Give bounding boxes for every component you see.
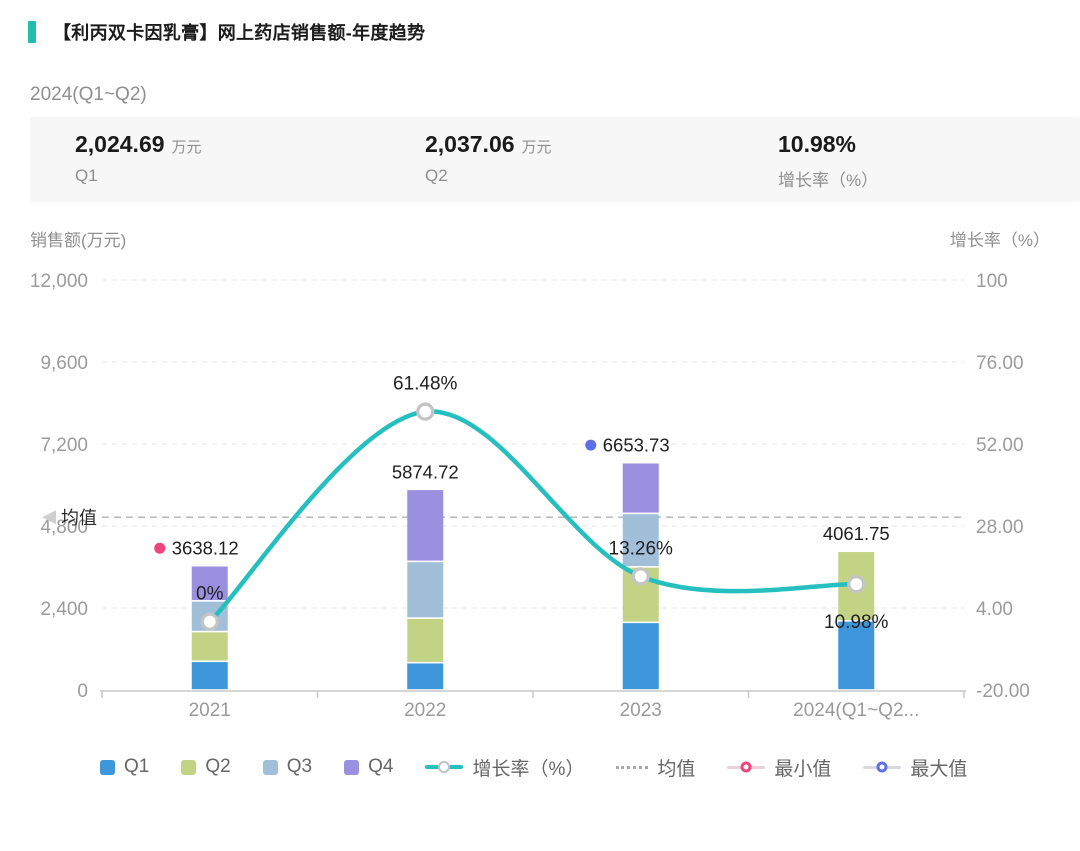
stat-growth-label: 增长率（%） xyxy=(778,171,879,190)
legend-icon-mean xyxy=(616,765,649,769)
category-label-2023: 2023 xyxy=(620,700,662,721)
growth-line[interactable] xyxy=(207,409,859,624)
left-axis-tick: 0 xyxy=(77,681,88,702)
growth-marker-2022[interactable] xyxy=(416,402,435,421)
summary-stat-q2: 2,037.06 万元 Q2 xyxy=(425,131,552,186)
left-axis-tick: 9,600 xyxy=(40,353,88,374)
legend-item-min-value[interactable]: 最小值 xyxy=(727,754,831,781)
growth-label-2023: 13.26% xyxy=(609,538,674,559)
total-label-2021: 3638.12 xyxy=(172,538,239,559)
legend-item-mean[interactable]: 均值 xyxy=(616,754,695,781)
legend-label-max-value: 最大值 xyxy=(910,758,968,780)
growth-marker-2024[interactable] xyxy=(847,575,866,594)
right-axis-tick: 100 xyxy=(976,271,1008,292)
mean-arrow-icon xyxy=(42,510,56,525)
bar-q2-2021[interactable] xyxy=(191,632,228,661)
chart-legend: Q1 Q2 Q3 Q4 增长率（%） 均值 最小值 最大值 xyxy=(100,749,967,785)
legend-icon-q2 xyxy=(181,759,197,775)
stat-value-row: 2,024.69 万元 xyxy=(75,131,202,158)
legend-label-min-value: 最小值 xyxy=(774,758,832,780)
mean-label: 均值 xyxy=(61,508,97,528)
summary-stat-growth: 10.98% 增长率（%） xyxy=(778,131,878,191)
title-accent-bar xyxy=(28,21,36,43)
bar-q4-2021[interactable] xyxy=(191,566,228,601)
bar-q4-2022[interactable] xyxy=(407,490,444,561)
bar-q2-2022[interactable] xyxy=(407,618,444,662)
stat-q1-value: 2,024.69 xyxy=(75,131,165,157)
legend-icon-min-value xyxy=(727,759,766,775)
legend-item-growth-rate[interactable]: 增长率（%） xyxy=(425,754,584,781)
bar-q1-2024[interactable] xyxy=(838,621,875,690)
left-axis-tick: 7,200 xyxy=(40,435,88,456)
stat-q2-label: Q2 xyxy=(425,166,448,185)
right-axis-tick: 4.00 xyxy=(976,599,1013,620)
stat-q2-value: 2,037.06 xyxy=(425,131,515,157)
left-axis-tick: 12,000 xyxy=(30,271,88,292)
legend-label-mean: 均值 xyxy=(657,758,696,780)
legend-label-q2: Q2 xyxy=(205,756,231,777)
bar-q1-2022[interactable] xyxy=(407,663,444,690)
right-axis-tick: -20.00 xyxy=(976,681,1030,702)
bar-q4-2023[interactable] xyxy=(622,463,659,513)
legend-item-max-value[interactable]: 最大值 xyxy=(863,754,967,781)
period-subtitle: 2024(Q1~Q2) xyxy=(30,84,147,105)
total-label-2022: 5874.72 xyxy=(392,461,459,482)
stat-q1-unit: 万元 xyxy=(171,139,202,156)
min-value-dot[interactable] xyxy=(154,542,166,554)
stat-value-row: 10.98% xyxy=(778,131,878,158)
chart-title-row: 【利丙双卡因乳膏】网上药店销售额-年度趋势 xyxy=(28,19,425,45)
legend-icon-max-value xyxy=(863,759,902,775)
legend-label-q1: Q1 xyxy=(124,756,150,777)
bar-q3-2022[interactable] xyxy=(407,562,444,618)
category-label-2021: 2021 xyxy=(189,700,231,721)
left-axis-tick: 2,400 xyxy=(40,599,88,620)
summary-stat-q1: 2,024.69 万元 Q1 xyxy=(75,131,202,186)
summary-panel: 2,024.69 万元 Q1 2,037.06 万元 Q2 10.98% 增长率… xyxy=(30,117,1080,202)
legend-label-q4: Q4 xyxy=(368,756,394,777)
page-title: 【利丙双卡因乳膏】网上药店销售额-年度趋势 xyxy=(53,23,426,43)
category-label-2024: 2024(Q1~Q2... xyxy=(793,700,919,721)
legend-icon-growth-rate xyxy=(425,759,464,775)
legend-label-q3: Q3 xyxy=(286,756,313,777)
right-axis-tick: 28.00 xyxy=(976,517,1024,538)
category-label-2022: 2022 xyxy=(404,700,446,721)
bar-q3-2023[interactable] xyxy=(622,514,659,567)
legend-item-q3[interactable]: Q3 xyxy=(262,756,313,778)
growth-label-2024: 10.98% xyxy=(824,612,889,633)
legend-icon-q4 xyxy=(344,759,360,775)
stat-q2-unit: 万元 xyxy=(521,139,552,156)
legend-item-q1[interactable]: Q1 xyxy=(100,756,149,778)
growth-label-2021: 0% xyxy=(196,584,224,605)
stat-q1-label: Q1 xyxy=(75,166,98,185)
legend-item-q4[interactable]: Q4 xyxy=(344,756,393,778)
legend-icon-q3 xyxy=(262,759,278,775)
legend-icon-q1 xyxy=(100,759,115,775)
stat-growth-value: 10.98% xyxy=(778,131,857,157)
growth-label-2022: 61.48% xyxy=(393,374,458,395)
right-axis-tick: 76.00 xyxy=(976,353,1024,374)
growth-marker-2021[interactable] xyxy=(200,612,219,631)
legend-label-growth-rate: 增长率（%） xyxy=(472,758,585,780)
bar-q1-2023[interactable] xyxy=(622,623,659,690)
stat-value-row: 2,037.06 万元 xyxy=(425,131,552,158)
bar-q1-2021[interactable] xyxy=(191,662,228,690)
left-axis-title: 销售额(万元) xyxy=(30,231,127,250)
max-value-dot[interactable] xyxy=(585,439,597,451)
right-axis-title: 增长率（%） xyxy=(949,231,1050,250)
right-axis-tick: 52.00 xyxy=(976,435,1024,456)
total-label-2023: 6653.73 xyxy=(603,435,670,456)
growth-marker-2023[interactable] xyxy=(631,567,650,586)
total-label-2024: 4061.75 xyxy=(823,523,890,544)
legend-item-q2[interactable]: Q2 xyxy=(181,756,231,778)
